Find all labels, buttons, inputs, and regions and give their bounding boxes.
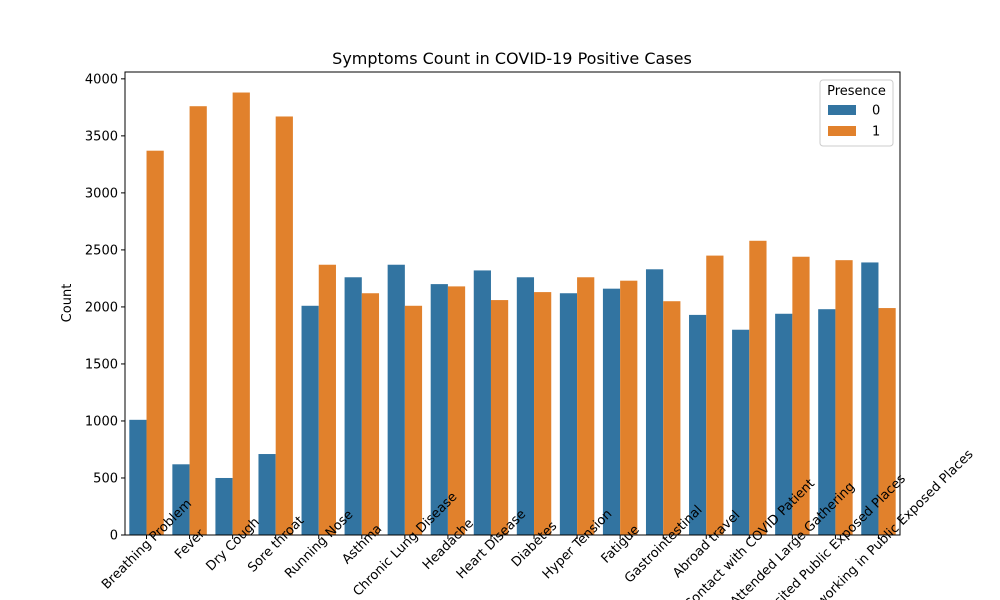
- bar-family-working-in-public-exposed-places-presence-0: [861, 262, 879, 535]
- y-tick-label: 2000: [85, 300, 118, 315]
- bar-asthma-presence-0: [344, 277, 362, 535]
- y-tick-label: 1500: [85, 357, 118, 372]
- y-axis-label: Count: [60, 284, 75, 323]
- y-tick-label: 1000: [85, 414, 118, 429]
- y-tick-label: 500: [93, 471, 118, 486]
- bar-fever-presence-1: [189, 106, 207, 536]
- bar-sore-throat-presence-1: [275, 116, 293, 535]
- bar-running-nose-presence-1: [318, 264, 336, 535]
- bar-asthma-presence-1: [361, 293, 380, 535]
- bar-heart-disease-presence-0: [473, 270, 491, 535]
- bar-headache-presence-1: [447, 286, 466, 535]
- legend-title: Presence: [827, 84, 886, 99]
- bar-hyper-tension-presence-0: [559, 293, 578, 535]
- bar-heart-disease-presence-1: [490, 300, 509, 535]
- bar-headache-presence-0: [430, 284, 448, 535]
- bar-contact-with-covid-patient-presence-1: [749, 240, 767, 535]
- bar-fatigue-presence-0: [602, 288, 621, 535]
- chart-title: Symptoms Count in COVID-19 Positive Case…: [332, 49, 692, 68]
- bar-chronic-lung-disease-presence-0: [387, 264, 405, 535]
- y-tick-label: 3000: [85, 186, 118, 201]
- bar-visited-public-exposed-places-presence-1: [835, 260, 853, 535]
- bar-breathing-problem-presence-0: [129, 419, 147, 535]
- bar-diabetes-presence-0: [516, 277, 535, 535]
- bar-abroad-travel-presence-1: [706, 255, 724, 535]
- y-tick-label: 4000: [85, 72, 118, 87]
- bar-gastrointestinal-presence-0: [645, 269, 664, 535]
- bar-dry-cough-presence-0: [215, 477, 233, 535]
- plot-frame: [124, 71, 901, 536]
- bar-family-working-in-public-exposed-places-presence-1: [878, 308, 896, 535]
- bar-visited-public-exposed-places-presence-0: [818, 309, 836, 535]
- legend-label-1: 1: [872, 125, 880, 140]
- bar-sore-throat-presence-0: [258, 454, 276, 535]
- bar-attended-large-gathering-presence-0: [775, 313, 793, 535]
- bar-breathing-problem-presence-1: [146, 150, 164, 535]
- bar-hyper-tension-presence-1: [577, 277, 595, 535]
- bar-dry-cough-presence-1: [232, 92, 250, 535]
- bar-attended-large-gathering-presence-1: [792, 256, 810, 535]
- bar-diabetes-presence-1: [534, 292, 552, 535]
- legend-swatch-0: [828, 105, 856, 115]
- bar-chronic-lung-disease-presence-1: [404, 305, 423, 535]
- y-tick-label: 3500: [85, 129, 118, 144]
- y-tick-label: 0: [110, 529, 118, 544]
- bar-fatigue-presence-1: [620, 280, 638, 535]
- legend-swatch-1: [828, 126, 856, 136]
- plot-area: 05001000150020002500300035004000Breathin…: [85, 71, 977, 600]
- y-tick-label: 2500: [85, 243, 118, 258]
- legend-label-0: 0: [872, 104, 880, 119]
- legend: Presence 0 1: [819, 79, 894, 147]
- bar-gastrointestinal-presence-1: [663, 301, 681, 535]
- bar-contact-with-covid-patient-presence-0: [732, 329, 750, 535]
- bar-abroad-travel-presence-0: [689, 314, 707, 535]
- bar-fever-presence-0: [172, 464, 190, 535]
- bar-running-nose-presence-0: [301, 305, 319, 535]
